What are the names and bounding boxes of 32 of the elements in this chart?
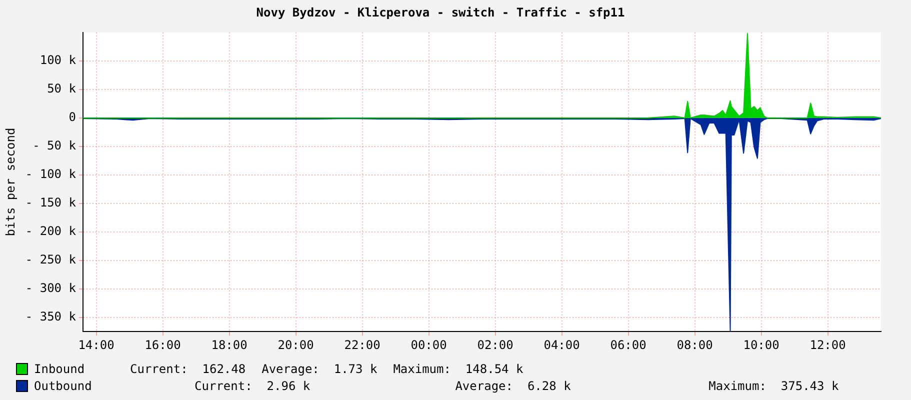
y-tick-label: 0 — [68, 110, 76, 124]
text: Current: 2.96 k — [194, 378, 312, 392]
x-tick-label: 22:00 — [344, 338, 380, 352]
y-tick-label: - 200 k — [25, 224, 77, 238]
y-tick-label: 100 k — [40, 53, 77, 68]
y-axis-title: bits per second — [3, 128, 18, 236]
x-tick-label: 04:00 — [544, 338, 580, 352]
y-tick-label: - 250 k — [25, 252, 77, 266]
y-tick-label: - 50 k — [32, 138, 77, 153]
x-tick-label: 20:00 — [278, 338, 314, 352]
x-tick-label: 00:00 — [410, 338, 447, 352]
y-tick-label: - 350 k — [25, 309, 77, 324]
x-tick-label: 16:00 — [144, 338, 181, 352]
x-tick-label: 14:00 — [78, 338, 114, 352]
text: Current: 162.48 — [130, 362, 246, 376]
x-tick-label: 18:00 — [211, 338, 248, 352]
legend-label: Inbound — [34, 362, 86, 376]
x-tick-label: 02:00 — [477, 338, 514, 352]
x-tick-label: 08:00 — [676, 338, 713, 352]
x-tick-label: 12:00 — [810, 338, 846, 352]
text: Maximum: 148.54 k — [393, 362, 524, 376]
text: Average: 1.73 k — [262, 362, 378, 376]
x-tick-label: 06:00 — [610, 338, 646, 352]
chart-title: Novy Bydzov - Klicperova - switch - Traffic - sfp11 — [256, 5, 625, 20]
x-tick-label: 10:00 — [743, 338, 780, 352]
text: Average: 6.28 k — [454, 378, 572, 392]
y-tick-label: - 300 k — [25, 280, 77, 295]
legend-label: Outbound — [34, 378, 93, 392]
text: Maximum: 375.43 k — [708, 378, 840, 392]
y-tick-label: - 150 k — [25, 195, 77, 210]
y-tick-label: 50 k — [47, 82, 77, 96]
y-tick-label: - 100 k — [25, 167, 77, 181]
